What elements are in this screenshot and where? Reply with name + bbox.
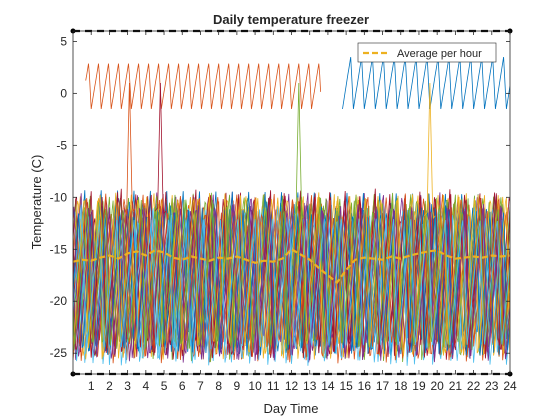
sensor-trace xyxy=(292,82,305,220)
x-axis-ticks: 1 2 3 4 5 6 7 8 9 10 11 12 13 14 15 16 17 18 19 20 21 22 23 24 xyxy=(88,31,517,393)
sensor-trace xyxy=(342,56,510,110)
x-tick-label: 12 xyxy=(285,379,299,393)
chart-title: Daily temperature freezer xyxy=(213,12,369,27)
x-tick-label: 4 xyxy=(142,379,149,393)
y-tick-label: -5 xyxy=(56,138,67,152)
y-axis-label: Temperature (C) xyxy=(29,155,44,250)
average-series-line xyxy=(73,247,510,285)
y-axis-ticks: -25 -20 -15 -10 -5 0 5 xyxy=(50,34,510,360)
x-tick-label: 11 xyxy=(267,379,280,393)
y-tick-label: -20 xyxy=(50,294,68,308)
x-tick-label: 13 xyxy=(303,379,317,393)
x-tick-label: 16 xyxy=(358,379,372,393)
x-tick-label: 19 xyxy=(412,379,426,393)
x-tick-label: 10 xyxy=(248,379,262,393)
x-tick-label: 18 xyxy=(394,379,408,393)
x-tick-label: 24 xyxy=(503,379,517,393)
x-tick-label: 23 xyxy=(485,379,499,393)
x-tick-label: 8 xyxy=(215,379,222,393)
sensor-trace xyxy=(73,218,510,348)
sensor-trace xyxy=(123,82,136,215)
x-tick-label: 5 xyxy=(161,379,168,393)
x-tick-label: 6 xyxy=(179,379,186,393)
x-tick-label: 22 xyxy=(467,379,481,393)
x-tick-label: 20 xyxy=(430,379,444,393)
y-tick-label: 5 xyxy=(60,34,67,48)
sensor-traces xyxy=(73,56,510,366)
x-tick-label: 21 xyxy=(449,379,463,393)
x-tick-label: 15 xyxy=(339,379,353,393)
x-axis-label: Day Time xyxy=(264,401,319,416)
y-tick-label: -25 xyxy=(50,346,68,360)
x-tick-label: 2 xyxy=(106,379,113,393)
x-tick-label: 1 xyxy=(88,379,95,393)
sensor-trace xyxy=(424,82,436,220)
legend-entry: Average per hour xyxy=(397,48,482,60)
x-tick-label: 3 xyxy=(124,379,131,393)
sensor-trace xyxy=(85,63,321,110)
legend-box xyxy=(357,42,497,63)
legend: Average per hour xyxy=(357,42,497,63)
y-tick-label: 0 xyxy=(60,86,67,100)
average-layer xyxy=(73,247,510,285)
x-tick-label: 9 xyxy=(234,379,241,393)
x-tick-label: 14 xyxy=(321,379,335,393)
sensor-trace xyxy=(73,205,510,348)
y-tick-label: -15 xyxy=(50,242,68,256)
x-tick-label: 7 xyxy=(197,379,204,393)
y-tick-label: -10 xyxy=(50,190,68,204)
sensor-trace xyxy=(73,204,510,361)
x-tick-label: 17 xyxy=(376,379,390,393)
sensor-trace xyxy=(154,82,167,215)
